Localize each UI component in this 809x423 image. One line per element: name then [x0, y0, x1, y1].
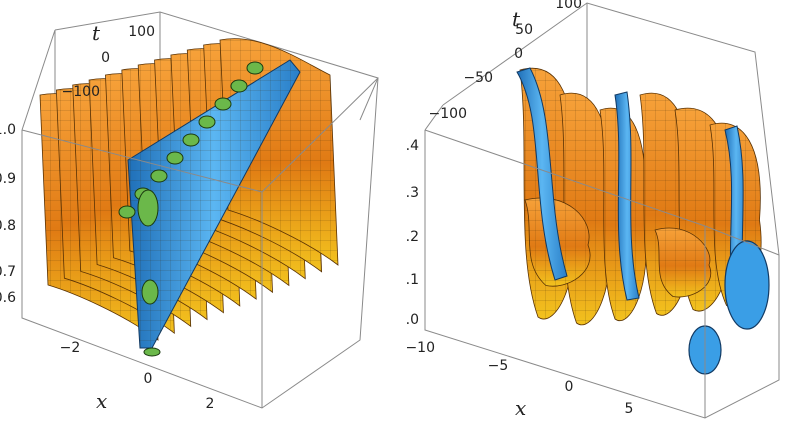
x-axis-ticks: −2 0 2 [60, 340, 215, 412]
x-axis-label: x [515, 396, 526, 420]
green-core [137, 189, 159, 227]
t-tick-label: −50 [463, 70, 493, 86]
z-axis-ticks: 1.0 0.9 0.8 0.7 0.6 [0, 122, 16, 306]
bounding-box-front [21, 29, 379, 409]
green-core [150, 169, 168, 183]
chart-left: 1.0 0.9 0.8 0.7 0.6 100 0 −100 −2 0 2 t x [0, 11, 379, 413]
green-core [182, 133, 200, 147]
green-core [246, 61, 264, 75]
green-core [214, 97, 232, 111]
green-core [141, 279, 159, 305]
x-tick-label: −2 [60, 340, 81, 356]
z-tick-label: 0.4 [405, 138, 419, 154]
z-axis-ticks: 0.4 0.3 0.2 0.1 0.0 −10 [405, 138, 435, 356]
green-core [118, 205, 136, 219]
t-tick-label: 0 [514, 46, 523, 62]
z-tick-label: 0.6 [0, 290, 16, 306]
z-tick-label: 0.1 [405, 272, 419, 288]
z-tick-label: 0.9 [0, 171, 16, 187]
t-axis-label: t [92, 21, 101, 45]
x-tick-label: 0 [565, 379, 574, 395]
t-axis-label: t [512, 7, 521, 31]
x-tick-label: 5 [625, 401, 634, 417]
z-tick-label: 0.8 [0, 218, 16, 234]
green-core [198, 115, 216, 129]
t-tick-label: 100 [128, 24, 155, 40]
t-tick-label: 50 [515, 22, 533, 38]
z-tick-label: 0.2 [405, 229, 419, 245]
t-tick-label: −100 [62, 84, 100, 100]
x-axis-label: x [96, 389, 107, 413]
green-core [166, 151, 184, 165]
z-tick-label: 0.0 [405, 312, 419, 328]
green-core [143, 347, 161, 357]
blue-tube [614, 91, 640, 301]
t-tick-label: −100 [429, 106, 467, 122]
z-tick-label: 1.0 [0, 122, 16, 138]
blue-tubes [516, 67, 770, 375]
bounding-box-front [424, 104, 780, 419]
blue-tube [127, 59, 301, 349]
x-axis-ticks: −5 0 5 [488, 358, 634, 417]
chart-left-svg: 1.0 0.9 0.8 0.7 0.6 100 0 −100 −2 0 2 t x [0, 11, 379, 413]
blue-ring [724, 240, 770, 330]
lump-mesh [655, 228, 711, 298]
t-tick-label: 0 [101, 50, 110, 66]
z-tick-label: 0.3 [405, 185, 419, 201]
x-tick-label: −5 [488, 358, 509, 374]
z-tick-label: 0.7 [0, 264, 16, 280]
green-core [230, 79, 248, 93]
x-tick-label: 2 [206, 396, 215, 412]
t-tick-label: 100 [555, 0, 582, 12]
t-axis-ticks: 100 50 0 −50 −100 [429, 0, 582, 122]
green-cores [118, 61, 264, 357]
z-tick-label: −10 [405, 340, 435, 356]
t-axis-ticks: 100 0 −100 [62, 24, 155, 100]
blue-tube [516, 67, 568, 281]
x-tick-label: 0 [144, 371, 153, 387]
